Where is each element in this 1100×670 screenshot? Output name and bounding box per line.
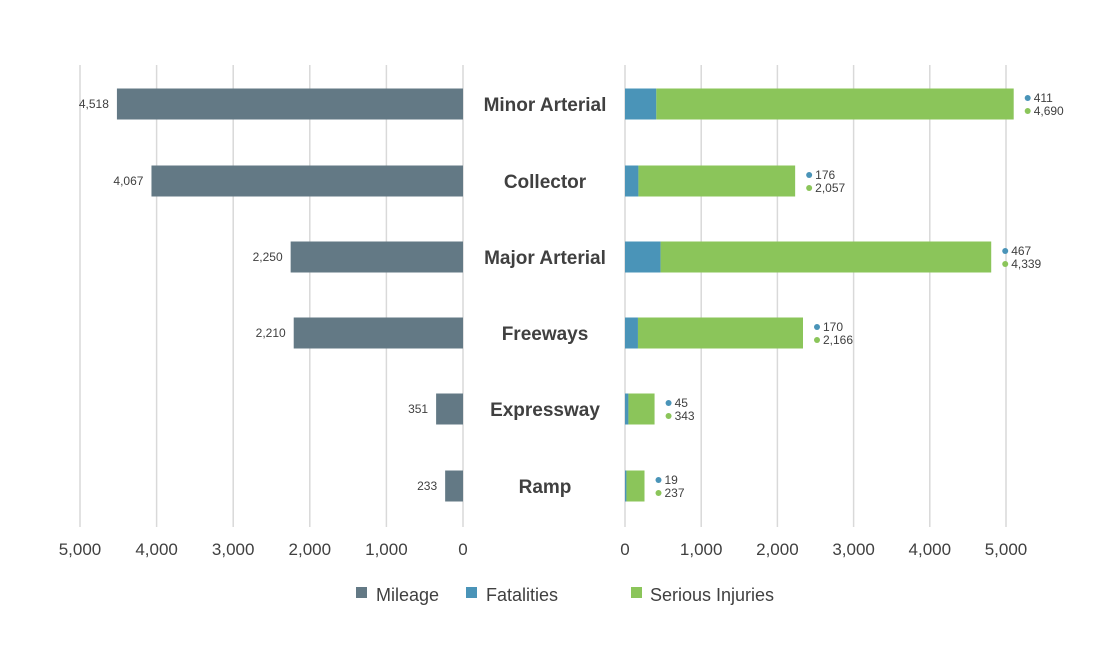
category-label: Collector — [504, 172, 587, 193]
data-label-mileage: 2,210 — [256, 326, 286, 340]
bar-mileage — [116, 88, 463, 120]
data-label-mileage: 4,518 — [79, 97, 109, 111]
data-label-fatalities: 411 — [1034, 91, 1053, 105]
data-label-serious-injuries: 237 — [665, 486, 685, 500]
data-marker-fatalities — [1002, 248, 1009, 254]
x-tick-left: 3,000 — [212, 540, 255, 559]
data-marker-fatalities — [814, 324, 821, 330]
x-tick-left: 5,000 — [59, 540, 102, 559]
data-label-serious-injuries: 2,057 — [815, 181, 845, 195]
x-tick-left: 1,000 — [365, 540, 408, 559]
data-marker-fatalities — [665, 400, 672, 406]
data-label-serious-injuries: 4,339 — [1011, 257, 1041, 271]
data-label-fatalities: 176 — [815, 168, 835, 182]
bar-fatalities — [625, 165, 639, 197]
x-tick-left: 4,000 — [135, 540, 178, 559]
bar-mileage — [445, 470, 463, 502]
data-marker-fatalities — [1024, 95, 1031, 101]
data-label-serious-injuries: 2,166 — [823, 333, 853, 347]
data-marker-serious-injuries — [655, 490, 662, 496]
data-marker-serious-injuries — [814, 337, 821, 343]
bar-mileage — [436, 393, 463, 425]
bar-serious-injuries — [656, 88, 1014, 120]
bar-serious-injuries — [637, 317, 804, 349]
data-label-fatalities: 170 — [823, 320, 843, 334]
legend-swatch-mileage — [356, 587, 367, 598]
category-label: Major Arterial — [484, 248, 606, 269]
x-tick-right: 4,000 — [909, 540, 952, 559]
x-tick-right: 1,000 — [680, 540, 723, 559]
bar-serious-injuries — [660, 241, 992, 273]
data-marker-serious-injuries — [665, 413, 672, 419]
data-marker-serious-injuries — [1002, 261, 1009, 267]
data-label-fatalities: 19 — [665, 473, 679, 487]
data-label-mileage: 2,250 — [253, 250, 283, 264]
bar-mileage — [290, 241, 463, 273]
legend-swatch-fatalities — [466, 587, 477, 598]
bar-serious-injuries — [628, 393, 655, 425]
x-tick-right: 0 — [620, 540, 629, 559]
category-label: Ramp — [519, 477, 572, 498]
x-tick-right: 2,000 — [756, 540, 799, 559]
data-label-fatalities: 467 — [1011, 244, 1031, 258]
labels: 5,000 4,000 3,000 2,000 1,000 0 0 1,000 2,000 3,0… — [59, 91, 1064, 559]
data-label-serious-injuries: 4,690 — [1034, 104, 1064, 118]
data-label-mileage: 4,067 — [113, 174, 143, 188]
x-tick-left: 2,000 — [289, 540, 332, 559]
bar-fatalities — [625, 470, 627, 502]
bar-fatalities — [625, 393, 629, 425]
data-marker-serious-injuries — [806, 185, 813, 191]
legend-label-mileage[interactable]: Mileage — [376, 585, 439, 605]
legend-swatch-serious-injuries — [631, 587, 642, 598]
data-marker-fatalities — [806, 172, 813, 178]
x-tick-right: 5,000 — [985, 540, 1028, 559]
data-marker-fatalities — [655, 477, 662, 483]
data-label-serious-injuries: 343 — [675, 409, 695, 423]
bars — [116, 88, 1014, 502]
bar-serious-injuries — [626, 470, 645, 502]
gridlines — [79, 65, 1007, 527]
data-label-fatalities: 45 — [675, 396, 689, 410]
legend-label-fatalities[interactable]: Fatalities — [486, 585, 558, 605]
legend: Mileage Fatalities Serious Injuries — [356, 585, 774, 605]
data-marker-serious-injuries — [1024, 108, 1031, 114]
bar-fatalities — [625, 88, 657, 120]
bar-mileage — [151, 165, 463, 197]
x-tick-left: 0 — [458, 540, 467, 559]
data-label-mileage: 351 — [408, 402, 428, 416]
bar-fatalities — [625, 317, 638, 349]
legend-label-serious-injuries[interactable]: Serious Injuries — [650, 585, 774, 605]
x-tick-right: 3,000 — [832, 540, 875, 559]
bar-fatalities — [625, 241, 661, 273]
category-label: Expressway — [490, 400, 600, 421]
bar-serious-injuries — [638, 165, 796, 197]
category-label: Minor Arterial — [484, 95, 607, 116]
category-label: Freeways — [502, 324, 589, 345]
data-label-mileage: 233 — [417, 479, 437, 493]
bar-mileage — [293, 317, 463, 349]
